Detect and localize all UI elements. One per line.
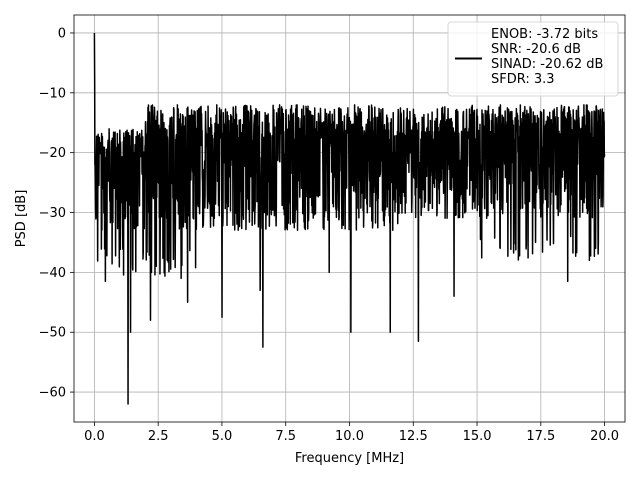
y-tick-label-3: −30: [39, 206, 66, 221]
x-tick-label-1: 2.5: [148, 429, 169, 444]
legend-frame: [447, 21, 619, 97]
x-tick-label-7: 17.5: [526, 429, 555, 444]
series-layer: [93, 32, 606, 405]
x-tick-label-5: 12.5: [399, 429, 428, 444]
x-axis-label: Frequency [MHz]: [295, 451, 404, 466]
x-tick-label-4: 10.0: [335, 429, 364, 444]
y-tick-label-4: −40: [39, 266, 66, 281]
psd-series-line: [93, 32, 606, 405]
y-tick-label-0: 0: [58, 26, 66, 41]
y-tick-label-1: −10: [39, 86, 66, 101]
y-tick-label-6: −60: [39, 386, 66, 401]
y-tick-label-5: −50: [39, 326, 66, 341]
x-tick-label-6: 15.0: [463, 429, 492, 444]
y-tick-label-2: −20: [39, 146, 66, 161]
axis-ticks: 0.0 2.5 5.0 7.5 10.0 12.5 15.0 17.5 20.0 0 −10 −20 −…: [39, 26, 620, 444]
legend-line-3: SFDR: 3.3: [491, 72, 555, 87]
legend-line-0: ENOB: -3.72 bits: [491, 27, 598, 42]
x-tick-label-8: 20.0: [590, 429, 619, 444]
legend: ENOB: -3.72 bits SNR: -20.6 dB SINAD: -20.…: [447, 21, 619, 97]
x-tick-label-0: 0.0: [84, 429, 105, 444]
x-tick-label-2: 5.0: [212, 429, 233, 444]
legend-entry: ENOB: -3.72 bits SNR: -20.6 dB SINAD: -20.…: [491, 27, 603, 87]
x-tick-label-3: 7.5: [275, 429, 296, 444]
legend-line-2: SINAD: -20.62 dB: [491, 57, 603, 72]
y-axis-label: PSD [dB]: [14, 190, 29, 248]
legend-line-1: SNR: -20.6 dB: [491, 42, 581, 57]
